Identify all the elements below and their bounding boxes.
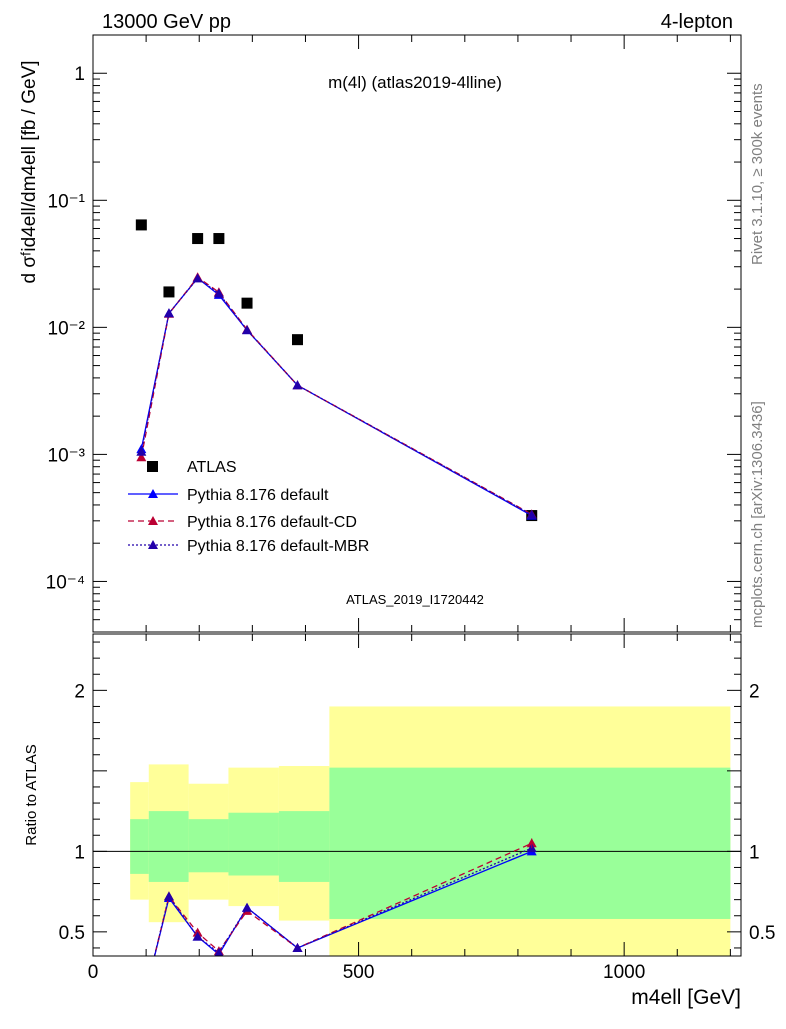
series-marker-3 [192,273,203,283]
y-tick-label: 10⁻¹ [48,191,86,212]
ratio-marker-2 [292,942,303,952]
main-y-axis-label: d σᶠid4ell/dm4ell [fb / GeV] [19,60,40,283]
legend-label-0: ATLAS [187,459,237,476]
ratio-y-tick-label-right: 0.5 [749,923,775,944]
ratio-y-axis-label: Ratio to ATLAS [23,744,40,845]
ratio-y-tick-label-right: 2 [749,681,760,702]
series-line-3 [140,277,533,516]
data-point-atlas [241,297,253,309]
main-plot-title: m(4l) (atlas2019-4lline) [328,73,502,92]
data-point-atlas [291,334,303,346]
data-point-atlas [163,286,175,298]
data-point-atlas [213,233,225,245]
y-tick-label: 10⁻⁴ [46,572,85,593]
series-marker-3 [163,308,174,318]
rivet-version-label: Rivet 3.1.10, ≥ 300k events [749,83,766,265]
series-line-1 [140,277,533,517]
y-tick-label: 10⁻² [48,318,86,339]
legend-marker-2 [148,516,158,525]
x-tick-label: 0 [88,962,99,983]
legend-marker-atlas [147,461,158,472]
ratio-y-tick-label-right: 1 [749,842,760,863]
ratio-marker-0 [136,1005,146,1014]
ratio-y-tick-label-left: 0.5 [59,923,85,944]
ratio-marker-2 [242,902,253,912]
header-energy-label: 13000 GeV pp [102,11,231,33]
y-tick-label: 1 [74,64,85,85]
series-marker-3 [526,509,537,519]
legend-marker-1 [148,489,158,498]
ratio-marker-2 [136,1005,146,1014]
ratio-y-tick-label-left: 2 [74,681,85,702]
data-point-atlas [192,233,204,245]
legend-label-2: Pythia 8.176 default-CD [187,514,357,531]
analysis-label: ATLAS_2019_I1720442 [346,592,484,607]
series-marker-3 [242,325,253,335]
ratio-marker-2 [163,891,174,901]
uncertainty-band-inner [228,812,279,876]
uncertainty-band-inner [148,811,189,882]
ratio-marker-1 [136,1005,146,1014]
x-tick-label: 500 [343,962,375,983]
y-tick-label: 10⁻³ [48,445,86,466]
data-point-atlas [135,219,147,231]
legend-label-1: Pythia 8.176 default [187,487,329,504]
uncertainty-band-inner [130,819,149,874]
series-marker-3 [213,288,224,298]
legend-label-3: Pythia 8.176 default-MBR [187,538,369,555]
legend-marker-3 [148,540,158,549]
legend: ATLAS Pythia 8.176 default Pythia 8.176 de… [128,459,369,555]
ratio-panel: 0.5 0.5 1 1 2 2 0 500 1000 Ratio to ATLAS m4ell … [23,633,775,1014]
mcplots-label: mcplots.cern.ch [arXiv:1306.3436] [749,401,766,628]
ratio-y-tick-label-left: 1 [74,842,85,863]
series-marker-2 [136,452,147,462]
main-panel: 10⁻⁴ 10⁻³ 10⁻² 10⁻¹ 1 m(4l) (atlas2019-4llin… [19,34,742,633]
series-line-2 [140,276,533,515]
uncertainty-band-inner [188,819,229,873]
x-tick-label: 1000 [603,962,645,983]
header-channel-label: 4-lepton [661,11,733,33]
series-marker-3 [136,446,147,456]
uncertainty-band-inner [278,811,330,882]
ratio-panel-frame [92,633,742,957]
x-axis-label: m4ell [GeV] [631,986,741,1009]
ratio-marker-2 [214,947,224,956]
ratio-marker-2 [192,931,203,941]
series-marker-3 [292,380,303,390]
